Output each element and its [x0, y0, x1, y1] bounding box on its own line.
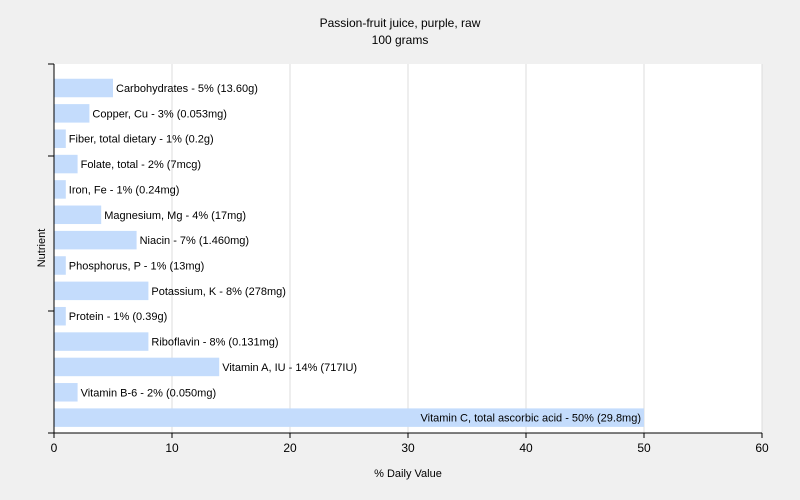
chart-subtitle: 100 grams — [371, 33, 429, 47]
bar — [54, 357, 220, 377]
bar-label: Vitamin C, total ascorbic acid - 50% (29… — [421, 413, 642, 425]
bar — [54, 408, 644, 427]
x-tick-label: 60 — [755, 441, 769, 455]
bar — [54, 129, 66, 148]
bar-label: Niacin - 7% (1.460mg) — [140, 235, 249, 247]
bar-label: Magnesium, Mg - 4% (17mg) — [104, 210, 246, 222]
bar-label: Iron, Fe - 1% (0.24mg) — [69, 184, 180, 196]
x-tick-label: 20 — [283, 441, 297, 455]
bar-label: Folate, total - 2% (7mcg) — [81, 159, 201, 171]
bar — [54, 281, 149, 301]
x-tick-label: 40 — [519, 441, 533, 455]
bar — [54, 383, 78, 402]
chart-title: Passion-fruit juice, purple, raw — [319, 16, 481, 30]
bar-label: Potassium, K - 8% (278mg) — [151, 286, 286, 298]
bar-label: Carbohydrates - 5% (13.60g) — [116, 83, 258, 95]
bar — [54, 205, 102, 225]
bar — [54, 154, 78, 174]
bar — [54, 306, 66, 326]
bar — [54, 104, 90, 123]
bar-label: Protein - 1% (0.39g) — [69, 311, 167, 323]
bar-label: Vitamin A, IU - 14% (717IU) — [222, 362, 357, 374]
bar — [54, 180, 66, 199]
x-tick-label: 10 — [165, 441, 179, 455]
x-tick-label: 50 — [637, 441, 651, 455]
bar — [54, 332, 149, 351]
bar-label: Riboflavin - 8% (0.131mg) — [151, 337, 278, 349]
x-tick-label: 30 — [401, 441, 415, 455]
bar-label: Vitamin B-6 - 2% (0.050mg) — [81, 387, 217, 399]
bar-label: Fiber, total dietary - 1% (0.2g) — [69, 134, 214, 146]
bar-label: Copper, Cu - 3% (0.053mg) — [92, 108, 227, 120]
bar — [54, 256, 66, 275]
bar-label: Phosphorus, P - 1% (13mg) — [69, 261, 205, 273]
x-tick-label: 0 — [51, 441, 58, 455]
bar — [54, 230, 137, 250]
y-axis-title: Nutrient — [36, 229, 48, 268]
bar — [54, 78, 113, 98]
x-axis-title: % Daily Value — [374, 468, 442, 480]
